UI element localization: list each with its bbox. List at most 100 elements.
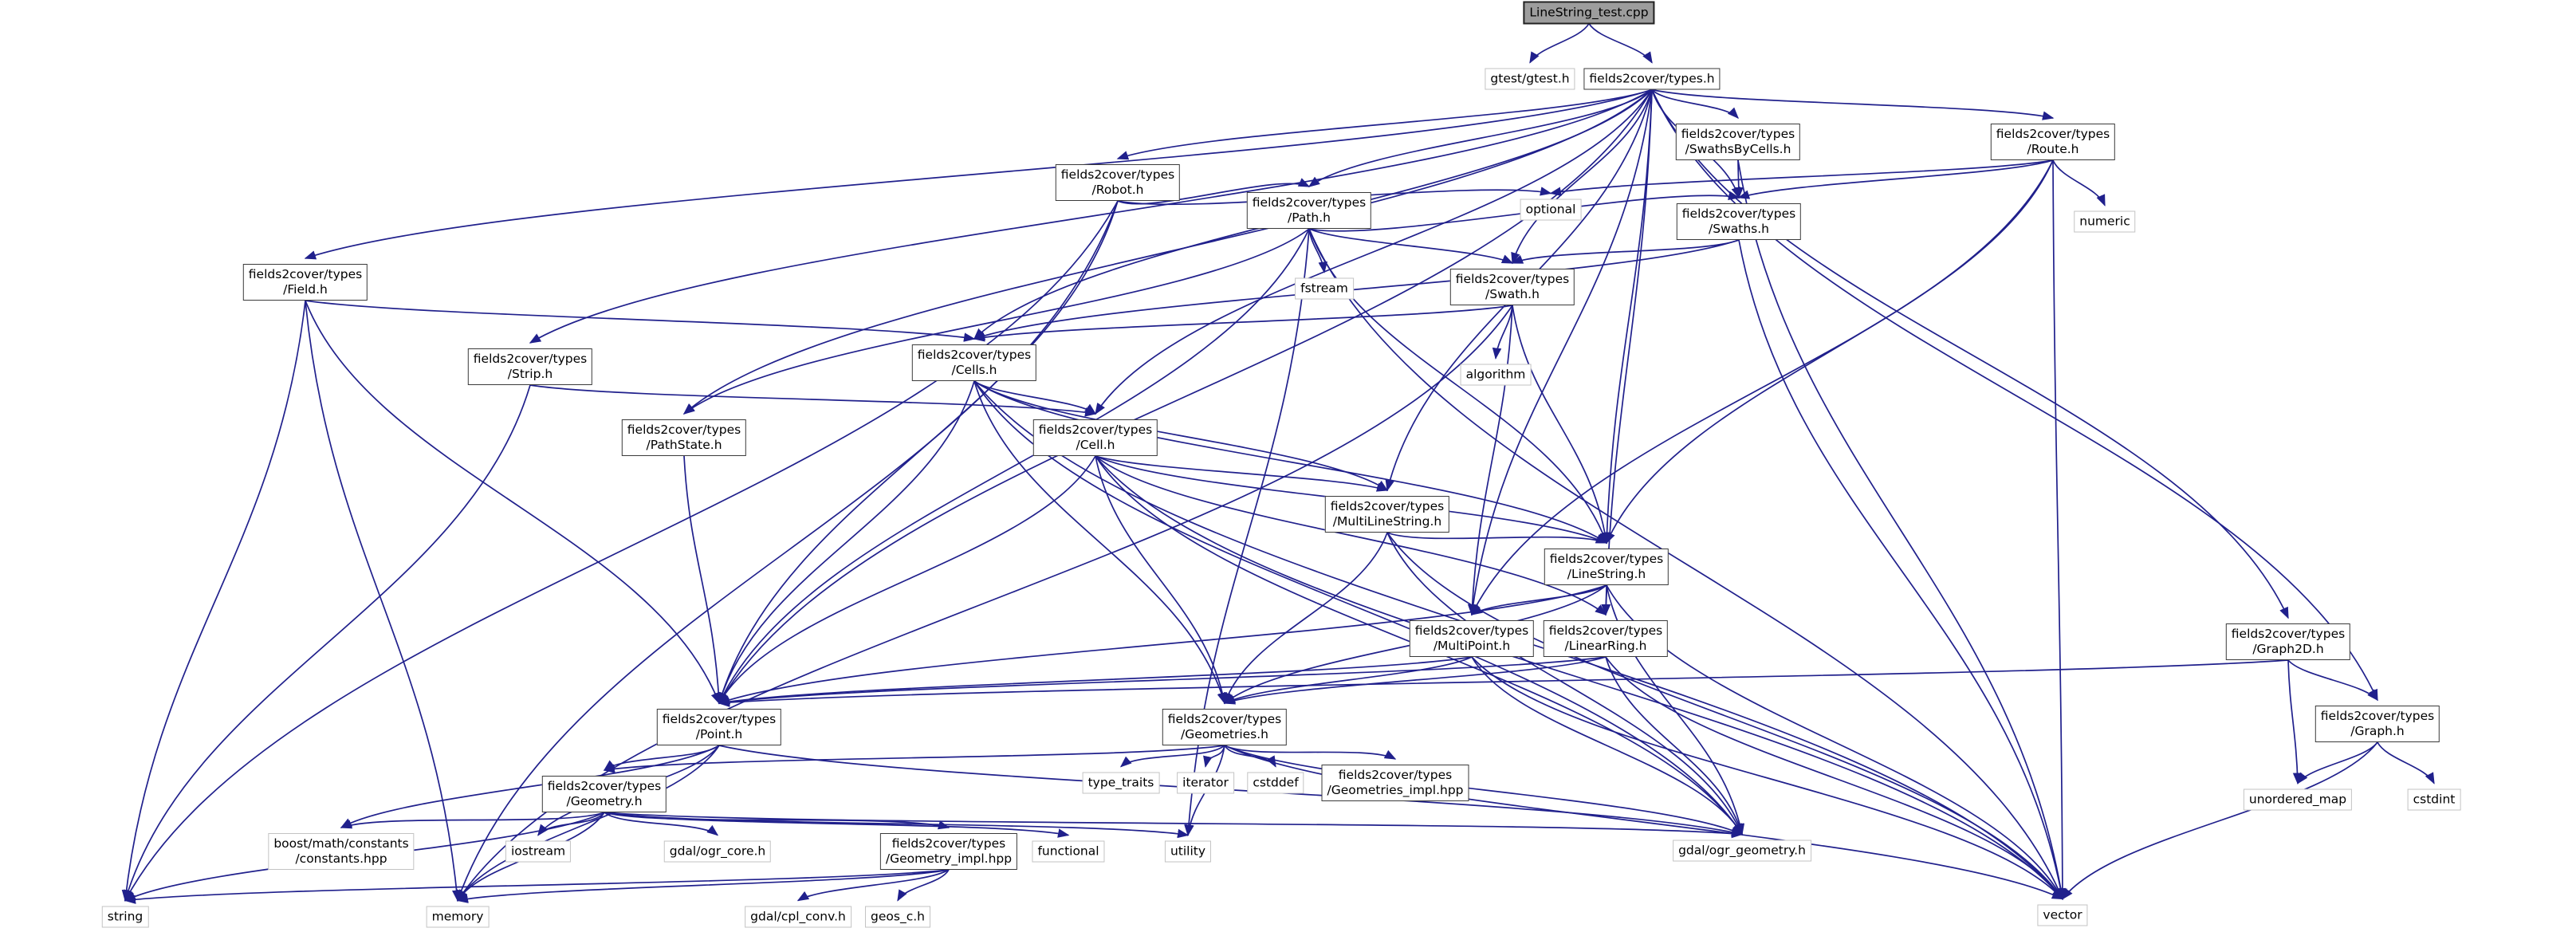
graph-node-path[interactable]: fields2cover/types /Path.h <box>1246 192 1372 229</box>
graph-node-gimpl[interactable]: fields2cover/types /Geometries_impl.hpp <box>1321 765 1469 801</box>
graph-node-g2d[interactable]: fields2cover/types /Graph2D.h <box>2225 623 2351 660</box>
include-edge-cells-ls <box>973 380 1608 544</box>
include-edge-swaths-cells <box>973 239 1740 340</box>
include-edge-cells-point <box>718 380 975 705</box>
graph-node-test: LineString_test.cpp <box>1523 1 1655 25</box>
include-edge-graph-vector <box>2062 741 2378 900</box>
include-edge-lr-geoms <box>1223 656 1607 705</box>
graph-node-umap: unordered_map <box>2243 788 2353 811</box>
graph-node-gtest: gtest/gtest.h <box>1485 68 1575 90</box>
include-edge-g2d-umap <box>2287 659 2303 785</box>
include-edge-swaths-vector <box>1738 239 2066 900</box>
graph-node-iter: iterator <box>1177 772 1234 794</box>
graph-node-swath[interactable]: fields2cover/types /Swath.h <box>1449 269 1575 305</box>
include-edge-route-vector <box>2052 159 2067 900</box>
include-edge-route-numeric <box>2052 159 2106 206</box>
include-edge-types-sbc <box>1651 88 1740 120</box>
include-edge-geom-boost <box>340 812 605 829</box>
graph-node-geom[interactable]: fields2cover/types /Geometry.h <box>541 776 667 812</box>
include-edge-graph-cstdint <box>2377 741 2435 785</box>
include-edge-ls-mp <box>1470 584 1607 615</box>
include-edge-cells-ogrgeom <box>973 380 1743 836</box>
include-edge-geoms-ttraits <box>1119 745 1225 768</box>
include-edge-cell-point <box>718 455 1096 705</box>
graph-node-utility: utility <box>1164 840 1212 863</box>
include-edge-field-string <box>121 300 306 902</box>
graph-node-robot[interactable]: fields2cover/types /Robot.h <box>1055 164 1181 201</box>
graph-node-iostream: iostream <box>505 840 572 863</box>
include-edge-path-fstream <box>1308 228 1328 273</box>
include-edge-geoms-gimpl <box>1224 745 1397 760</box>
graph-node-boost: boost/math/constants /constants.hpp <box>268 833 415 870</box>
graph-node-memory: memory <box>426 906 490 928</box>
include-edge-types-robot <box>1116 88 1653 160</box>
include-edge-path-vector <box>1308 228 2063 900</box>
graph-node-fstream: fstream <box>1295 277 1354 300</box>
include-edge-geomimpl-cplconv <box>796 869 950 902</box>
include-edge-cell-lr <box>1095 455 1607 615</box>
graph-node-pathstate[interactable]: fields2cover/types /PathState.h <box>621 419 747 456</box>
graph-node-types[interactable]: fields2cover/types.h <box>1583 68 1721 90</box>
include-edge-ls-lr <box>1601 584 1610 616</box>
graph-node-lr[interactable]: fields2cover/types /LinearRing.h <box>1543 620 1669 657</box>
graph-node-field[interactable]: fields2cover/types /Field.h <box>242 264 368 301</box>
include-edge-strip-string <box>124 384 531 902</box>
include-edge-lr-vector <box>1605 656 2063 900</box>
graph-node-mp[interactable]: fields2cover/types /MultiPoint.h <box>1409 620 1535 657</box>
graph-node-cells[interactable]: fields2cover/types /Cells.h <box>911 344 1037 381</box>
include-edge-types-graph <box>1651 89 2378 702</box>
include-edge-types-swath <box>1511 89 1653 265</box>
graph-node-cell[interactable]: fields2cover/types /Cell.h <box>1032 419 1158 456</box>
graph-node-swaths[interactable]: fields2cover/types /Swaths.h <box>1676 203 1802 240</box>
graph-node-functional: functional <box>1032 840 1105 863</box>
include-edge-swath-ls <box>1512 305 1610 545</box>
include-edge-types-mp <box>1468 89 1653 616</box>
graph-node-point[interactable]: fields2cover/types /Point.h <box>656 709 782 745</box>
include-edge-route-swaths <box>1737 159 2054 199</box>
include-edge-types-g2d <box>1651 89 2289 619</box>
graph-node-ls[interactable]: fields2cover/types /LineString.h <box>1544 549 1669 585</box>
include-edge-ls-point <box>718 584 1607 705</box>
include-edge-swath-algorithm <box>1492 305 1513 360</box>
graph-node-ttraits: type_traits <box>1082 772 1160 794</box>
graph-node-cplconv: gdal/cpl_conv.h <box>745 906 851 928</box>
include-edge-point-boost <box>340 745 720 828</box>
include-edge-geoms-ogrgeom <box>1224 745 1744 836</box>
include-edge-robot-memory <box>456 200 1119 902</box>
include-edge-mls-vector <box>1386 532 2063 900</box>
graph-node-geomimpl[interactable]: fields2cover/types /Geometry_impl.hpp <box>879 833 1018 870</box>
include-edge-point-geom <box>603 745 720 771</box>
include-edge-cells-geoms <box>973 380 1226 705</box>
include-edge-pathstate-point <box>683 455 724 705</box>
include-edge-sbc-vector <box>1737 159 2066 900</box>
include-edge-point-memory <box>457 745 720 902</box>
graph-node-route[interactable]: fields2cover/types /Route.h <box>1990 124 2116 160</box>
include-edge-graph-umap <box>2297 741 2378 785</box>
include-edge-test-types <box>1588 23 1653 64</box>
include-edge-mls-ogrgeom <box>1386 532 1743 836</box>
include-edge-swaths-swath <box>1511 239 1740 264</box>
include-edge-geoms-vector <box>1224 745 2064 900</box>
graph-node-algorithm: algorithm <box>1460 364 1532 386</box>
include-edge-geoms-geom <box>603 745 1225 773</box>
graph-node-sbc[interactable]: fields2cover/types /SwathsByCells.h <box>1675 124 1801 160</box>
include-edge-robot-string <box>124 200 1119 902</box>
graph-node-geosc: geos_c.h <box>865 906 930 928</box>
graph-node-graph[interactable]: fields2cover/types /Graph.h <box>2314 706 2440 742</box>
include-edge-path-pathstate <box>682 228 1310 415</box>
include-edge-geom-ogrgeom <box>604 812 1744 839</box>
graph-node-mls[interactable]: fields2cover/types /MultiLineString.h <box>1324 496 1450 533</box>
include-edge-geom-ogrcore <box>604 812 719 836</box>
include-edge-cells-mls <box>973 380 1389 491</box>
include-edge-mp-geoms <box>1223 656 1473 704</box>
graph-node-strip[interactable]: fields2cover/types /Strip.h <box>467 348 593 385</box>
include-edge-strip-cell <box>529 384 1097 417</box>
include-edge-types-cell <box>1095 89 1653 415</box>
graph-node-string: string <box>101 906 149 928</box>
graph-node-geoms[interactable]: fields2cover/types /Geometries.h <box>1162 709 1288 745</box>
include-edge-field-cells <box>305 300 976 342</box>
include-edge-types-ls <box>1602 89 1653 545</box>
include-edge-g2d-point <box>718 659 2289 707</box>
include-edge-types-pathstate <box>682 88 1653 415</box>
